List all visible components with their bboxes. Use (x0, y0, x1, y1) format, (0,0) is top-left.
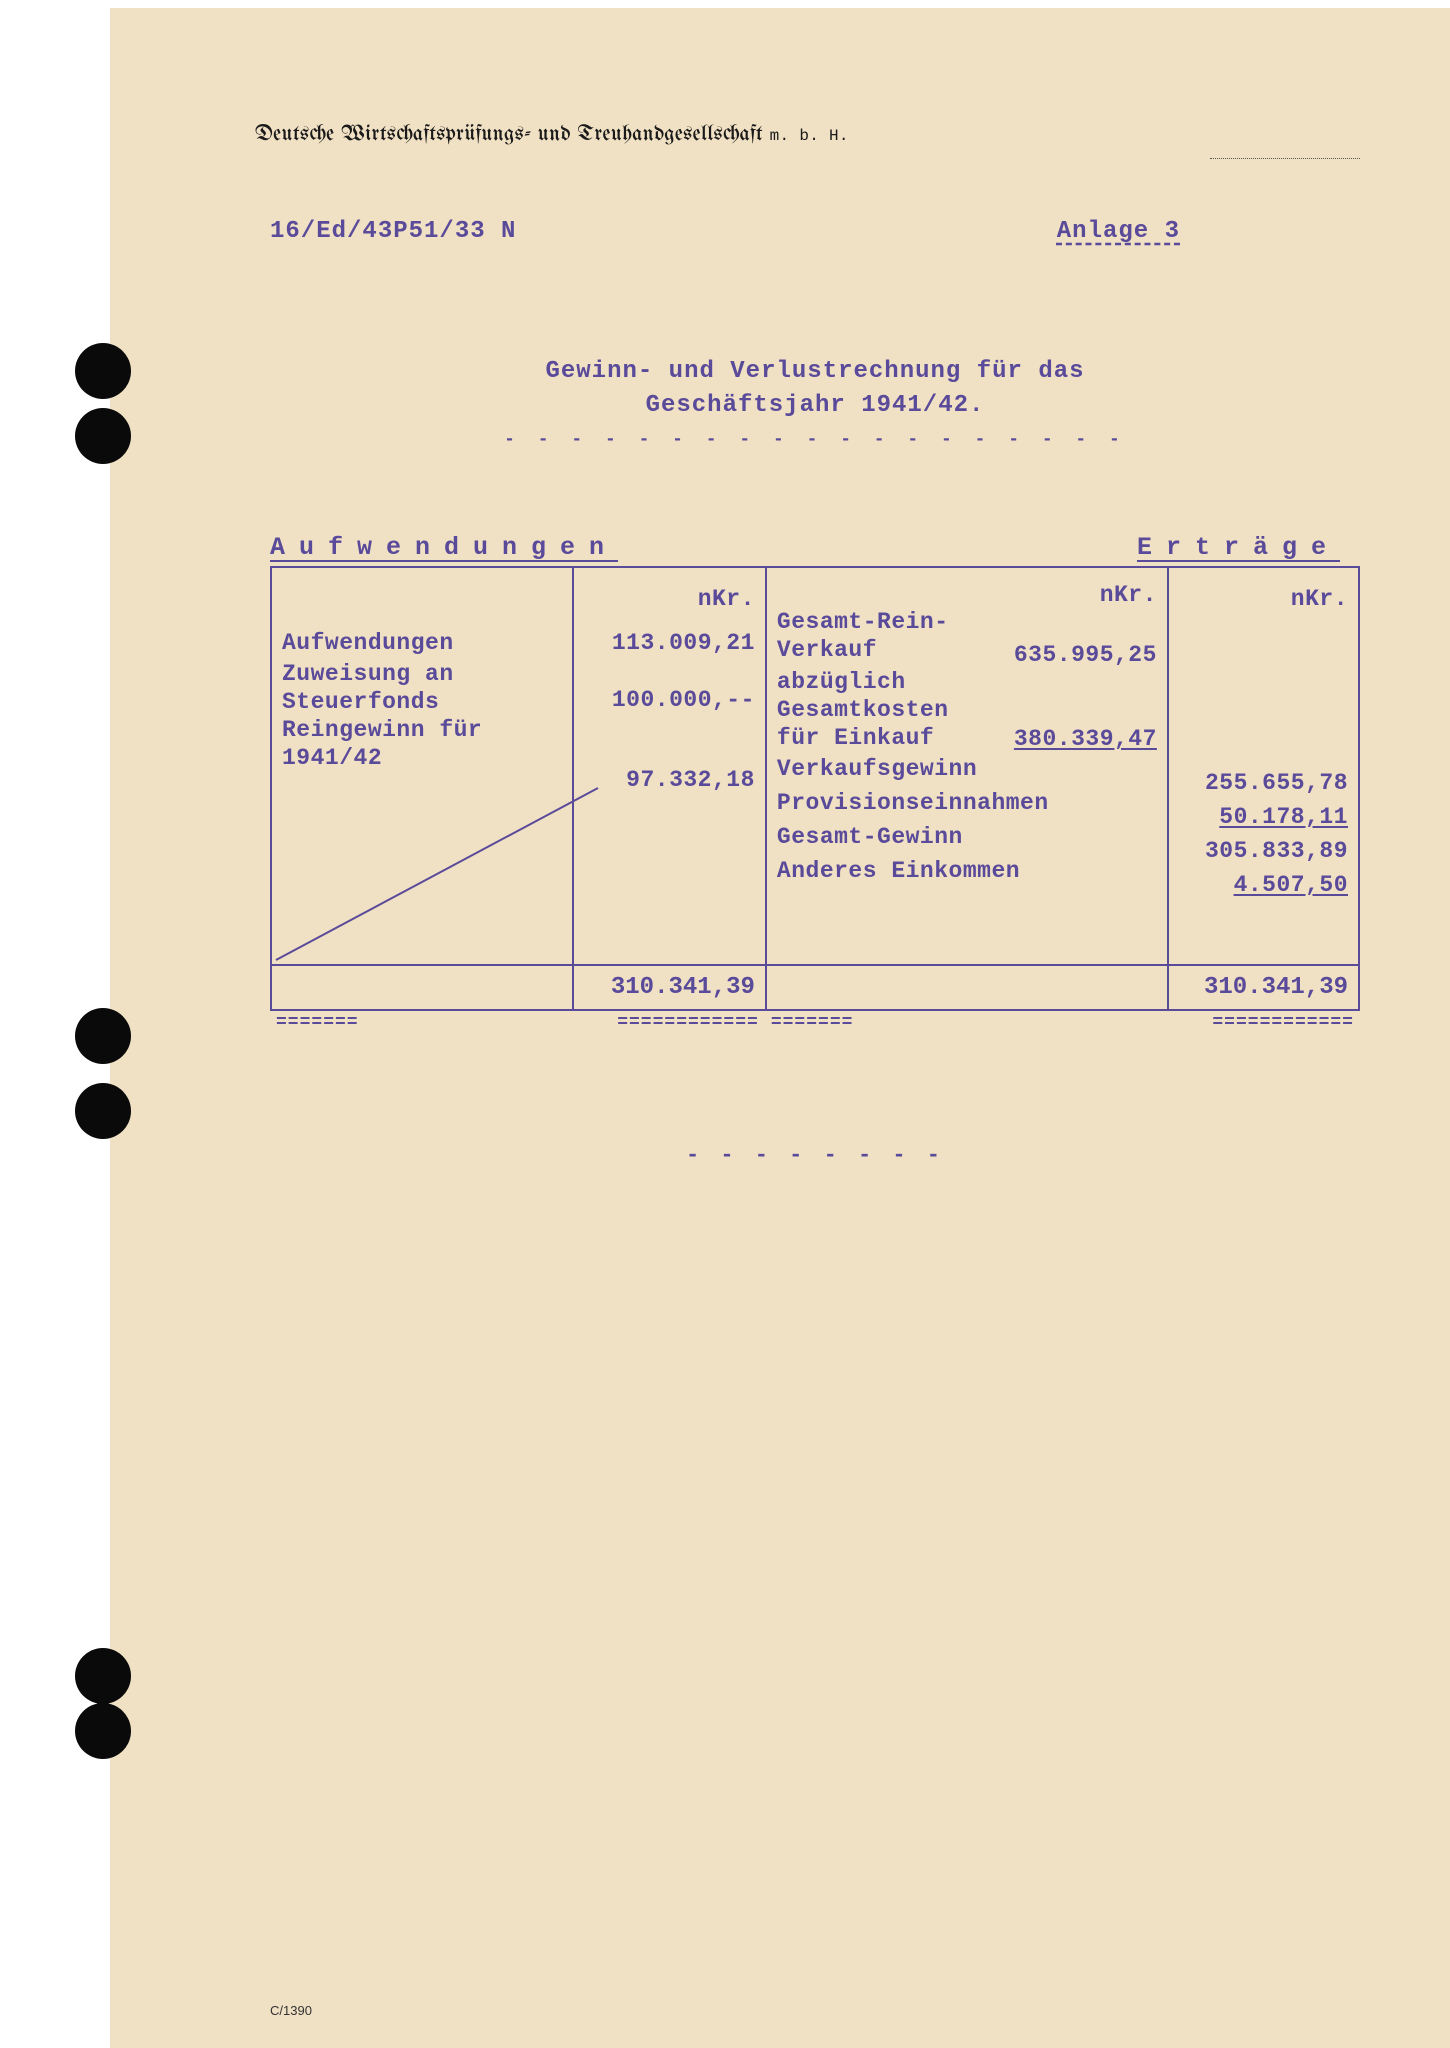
double-rule: ======= (270, 1013, 572, 1033)
double-rule: ============ (572, 1013, 765, 1033)
row-label: Gesamt-Rein-Verkauf (777, 608, 997, 668)
row-value: 50.178,11 (1179, 800, 1348, 834)
row-label: Aufwendungen (282, 626, 562, 660)
end-dashes: - - - - - - - - (270, 1143, 1360, 1168)
title-line-2: Geschäftsjahr 1941/42. (270, 389, 1360, 423)
left-labels-column: Aufwendungen Zuweisung an Steuerfonds Re… (270, 566, 572, 966)
row-value: 100.000,-- (584, 660, 755, 740)
row-label: Zuweisung an Steuerfonds (282, 660, 562, 716)
row-value: 4.507,50 (1179, 868, 1348, 902)
sub-row: abzüglich Gesamtkosten für Einkauf 380.3… (777, 668, 1157, 752)
row-value: 635.995,25 (997, 642, 1157, 668)
right-values-column: nKr. 255.655,78 50.178,11 305.833,89 4.5… (1167, 566, 1360, 966)
title-underline: - - - - - - - - - - - - - - - - - - - (270, 428, 1360, 453)
punch-hole (75, 343, 131, 399)
sub-currency-row: nKr. (777, 582, 1157, 608)
row-label: Provisionseinnahmen (777, 786, 1157, 820)
letterhead-rule (1210, 158, 1360, 159)
row-label: Gesamt-Gewinn (777, 820, 1157, 854)
punch-hole (75, 408, 131, 464)
totals-row: 310.341,39 310.341,39 (270, 966, 1360, 1011)
double-rule: ============ (1167, 1013, 1360, 1033)
section-headings: Aufwendungen Erträge (270, 533, 1360, 562)
row-label: Reingewinn für 1941/42 (282, 716, 562, 772)
row-value: 113.009,21 (584, 626, 755, 660)
currency-header: nKr. (997, 582, 1157, 608)
left-values-column: nKr. 113.009,21 100.000,-- 97.332,18 (572, 566, 765, 966)
double-rule: ======= (765, 1013, 1168, 1033)
punch-hole (75, 1703, 131, 1759)
row-value: 305.833,89 (1179, 834, 1348, 868)
document-page: Deutsche Wirtschaftsprüfungs- und Treuha… (0, 0, 1450, 2048)
reference-number: 16/Ed/43P51/33 N (270, 218, 516, 245)
right-labels-column: nKr. Gesamt-Rein-Verkauf 635.995,25 abzü… (765, 566, 1167, 966)
heading-revenues: Erträge (820, 533, 1360, 562)
title-line-1: Gewinn- und Verlustrechnung für das (270, 355, 1360, 389)
letterhead-suffix: m. b. H. (770, 127, 849, 145)
document-title: Gewinn- und Verlustrechnung für das Gesc… (270, 355, 1360, 453)
row-value: 97.332,18 (584, 740, 755, 820)
currency-header: nKr. (1179, 582, 1348, 616)
row-label: Anderes Einkommen (777, 854, 1157, 888)
punch-hole (75, 1083, 131, 1139)
row-value: 255.655,78 (1179, 766, 1348, 800)
sub-row: Gesamt-Rein-Verkauf 635.995,25 (777, 608, 1157, 668)
row-value: 380.339,47 (997, 726, 1157, 752)
attachment-label: Anlage 3 (1057, 218, 1180, 245)
currency-header: nKr. (584, 582, 755, 616)
total-left: 310.341,39 (572, 966, 765, 1011)
ledger-table: Aufwendungen Zuweisung an Steuerfonds Re… (270, 566, 1360, 966)
letterhead-text: Deutsche Wirtschaftsprüfungs- und Treuha… (255, 123, 763, 146)
footer-code: C/1390 (270, 2003, 312, 2018)
heading-expenditures: Aufwendungen (270, 533, 820, 562)
punch-hole (75, 1648, 131, 1704)
total-right: 310.341,39 (1167, 966, 1360, 1011)
letterhead: Deutsche Wirtschaftsprüfungs- und Treuha… (255, 123, 849, 146)
punch-hole (75, 1008, 131, 1064)
row-label: Verkaufsgewinn (777, 752, 1157, 786)
row-label: abzüglich Gesamtkosten für Einkauf (777, 668, 997, 752)
double-rule-row: ======= ============ ======= ===========… (270, 1013, 1360, 1033)
reference-line: 16/Ed/43P51/33 N Anlage 3 (270, 218, 1360, 245)
